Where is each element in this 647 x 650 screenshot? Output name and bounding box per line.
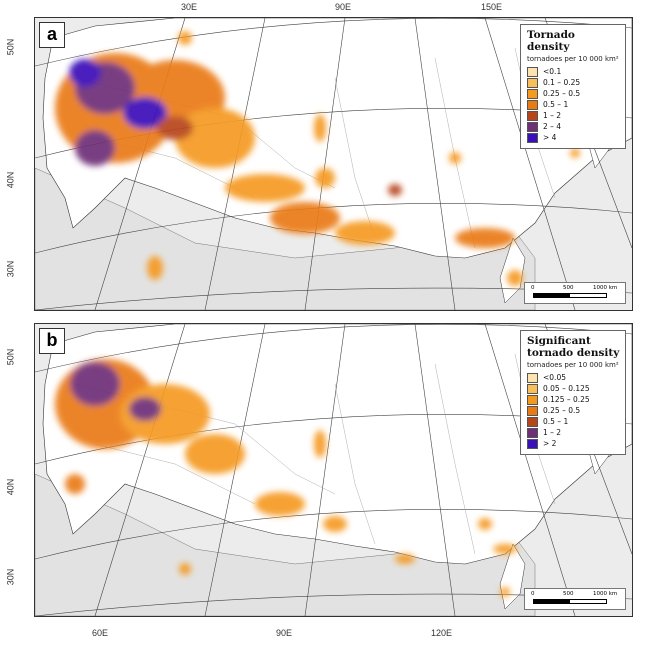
legend-label: > 2 [543,439,557,448]
legend-item: 1 – 2 [527,110,620,121]
legend-label: 0.25 – 0.5 [543,89,581,98]
legend-label: 1 – 2 [543,428,562,437]
lat-label-a-40n: 40N [5,171,16,189]
graticule [35,18,632,310]
scale-label-500: 500 [563,591,574,597]
legend-swatch [527,383,538,394]
legend-swatch [527,416,538,427]
legend-item: 0.5 – 1 [527,99,620,110]
legend-swatch [527,438,538,449]
scale-label-0: 0 [531,591,535,597]
lat-label-b-40n: 40N [5,478,16,496]
panel-letter-b: b [39,328,65,354]
scale-label-1000: 1000 km [593,285,618,291]
scale-label-500: 500 [563,285,574,291]
legend-label: 0.25 – 0.5 [543,406,581,415]
legend-swatch [527,99,538,110]
map-panel-b: b Significant tornado density tornadoes … [34,323,633,617]
scale-label-1000: 1000 km [593,591,618,597]
legend-label: 1 – 2 [543,111,562,120]
legend-swatch [527,372,538,383]
legend-item: 2 – 4 [527,121,620,132]
legend-item: 1 – 2 [527,427,620,438]
significant-tornado-density-map [35,324,632,616]
legend-item: <0.1 [527,66,620,77]
legend-swatch [527,77,538,88]
legend-swatch [527,427,538,438]
lat-label-b-50n: 50N [5,348,16,366]
lon-label-bottom-120e: 120E [431,628,453,638]
lat-label-a-30n: 30N [5,260,16,278]
legend-item: 0.5 – 1 [527,416,620,427]
legend-subtitle: tornadoes per 10 000 km² [527,55,619,63]
legend-swatch [527,88,538,99]
lon-label-top-150e: 150E [481,2,503,12]
legend-label: > 4 [543,133,557,142]
legend-item: 0.05 – 0.125 [527,383,620,394]
lat-label-b-30n: 30N [5,568,16,586]
lon-label-bottom-60e: 60E [92,628,109,638]
lon-label-top-30e: 30E [181,2,198,12]
legend-item: 0.125 – 0.25 [527,394,620,405]
tornado-density-map [35,18,632,310]
legend-title: Tornado density [527,29,575,53]
lat-label-a-50n: 50N [5,38,16,56]
legend-item: > 4 [527,132,620,143]
legend-label: <0.05 [543,373,566,382]
legend-item: 0.25 – 0.5 [527,405,620,416]
legend-swatch [527,132,538,143]
legend-swatch [527,121,538,132]
panel-letter-a: a [39,22,65,48]
legend-label: 0.5 – 1 [543,417,569,426]
legend-item: > 2 [527,438,620,449]
legend-swatch [527,66,538,77]
legend-swatch [527,394,538,405]
legend-title: Significant tornado density [527,335,620,359]
legend-label: 0.5 – 1 [543,100,569,109]
legend-label: <0.1 [543,67,562,76]
legend-item: 0.1 – 0.25 [527,77,620,88]
legend-label: 0.05 – 0.125 [543,384,590,393]
scale-bar-a: 0 500 1000 km [524,282,626,304]
legend-swatch [527,405,538,416]
legend-item: 0.25 – 0.5 [527,88,620,99]
density-field [55,359,517,597]
lon-label-top-90e: 90E [335,2,352,12]
legend-label: 2 – 4 [543,122,562,131]
scale-bar-b: 0 500 1000 km [524,588,626,610]
map-panel-a: a Tornado density tornadoes per 10 000 k… [34,17,633,311]
lon-label-bottom-90e: 90E [276,628,293,638]
legend-a: Tornado density tornadoes per 10 000 km²… [520,24,626,149]
density-field [55,31,580,286]
legend-swatch [527,110,538,121]
legend-subtitle: tornadoes per 10 000 km² [527,361,619,369]
legend-label: 0.1 – 0.25 [543,78,581,87]
legend-b: Significant tornado density tornadoes pe… [520,330,626,455]
legend-item: <0.05 [527,372,620,383]
legend-label: 0.125 – 0.25 [543,395,590,404]
scale-label-0: 0 [531,285,535,291]
